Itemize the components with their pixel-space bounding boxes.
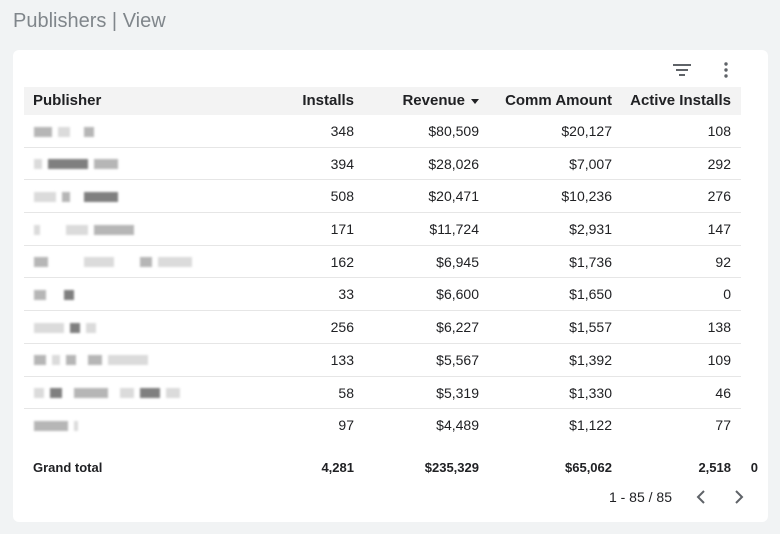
cell-revenue: $11,724 — [429, 221, 479, 238]
cell-comm-amount: $2,931 — [569, 221, 612, 238]
cell-comm-amount: $7,007 — [569, 155, 612, 172]
header-active-installs[interactable]: Active Installs — [630, 92, 731, 109]
grand-total-active-installs: 2,518 — [698, 460, 731, 475]
cell-active-installs: 138 — [707, 319, 731, 336]
header-installs[interactable]: Installs — [302, 92, 354, 109]
pagination-range: 1 - 85 / 85 — [608, 489, 672, 505]
table-toolbar — [670, 58, 738, 82]
cell-installs: 133 — [330, 351, 354, 368]
cell-comm-amount: $20,127 — [561, 123, 612, 139]
cell-installs: 33 — [338, 286, 354, 303]
cell-installs: 256 — [330, 319, 354, 336]
publisher-name-redacted — [34, 159, 118, 170]
cell-active-installs: 46 — [715, 384, 731, 401]
cell-revenue: $20,471 — [428, 188, 479, 205]
table-row: 133 $5,567 $1,392 109 — [24, 344, 741, 377]
cell-comm-amount: $10,236 — [561, 188, 612, 205]
cell-active-installs: 108 — [707, 123, 731, 139]
cell-comm-amount: $1,330 — [569, 384, 612, 401]
table-row: 394 $28,026 $7,007 292 — [24, 148, 741, 181]
header-publisher[interactable]: Publisher — [33, 92, 102, 109]
header-revenue[interactable]: Revenue — [402, 87, 479, 115]
grand-total-label: Grand total — [33, 460, 103, 475]
table-row: 162 $6,945 $1,736 92 — [24, 246, 741, 279]
cell-comm-amount: $1,557 — [569, 319, 612, 336]
publisher-name-redacted — [34, 126, 94, 137]
table-row: 33 $6,600 $1,650 0 — [24, 278, 741, 312]
publishers-table-card: Publisher Installs Revenue Comm Amount A… — [13, 50, 768, 522]
publisher-name-redacted — [34, 257, 192, 268]
chevron-left-icon[interactable] — [692, 488, 710, 506]
publisher-name-redacted — [34, 224, 134, 235]
cell-revenue: $6,600 — [436, 286, 479, 303]
header-comm-amount[interactable]: Comm Amount — [505, 92, 612, 109]
cell-revenue: $4,489 — [436, 417, 479, 434]
grand-total-extra: 0 — [750, 460, 758, 475]
table-row: 508 $20,471 $10,236 276 — [24, 180, 741, 214]
grand-total-revenue: $235,329 — [424, 460, 479, 475]
sort-desc-icon — [471, 99, 479, 104]
cell-installs: 162 — [330, 253, 354, 270]
cell-revenue: $5,567 — [436, 351, 479, 368]
publisher-name-redacted — [34, 388, 180, 399]
table-body: 348 $80,509 $20,127 108 394 $28,026 $7,0… — [24, 115, 741, 441]
publisher-name-redacted — [34, 289, 74, 300]
table-row: 97 $4,489 $1,122 77 — [24, 409, 741, 441]
cell-installs: 394 — [330, 155, 354, 172]
publisher-name-redacted — [34, 191, 118, 202]
publisher-name-redacted — [34, 420, 78, 431]
cell-active-installs: 292 — [707, 155, 731, 172]
more-vert-icon[interactable] — [714, 58, 738, 82]
cell-installs: 97 — [338, 417, 354, 434]
cell-installs: 508 — [330, 188, 354, 205]
cell-active-installs: 109 — [707, 351, 731, 368]
cell-revenue: $80,509 — [428, 123, 479, 139]
cell-active-installs: 92 — [715, 253, 731, 270]
grand-total-row: Grand total 4,281 $235,329 $65,062 2,518… — [24, 455, 758, 481]
grand-total-comm-amount: $65,062 — [565, 460, 612, 475]
table-row: 348 $80,509 $20,127 108 — [24, 115, 741, 148]
table-row: 171 $11,724 $2,931 147 — [24, 213, 741, 246]
pagination: 1 - 85 / 85 — [609, 488, 748, 506]
cell-revenue: $28,026 — [428, 155, 479, 172]
cell-active-installs: 0 — [723, 286, 731, 303]
cell-comm-amount: $1,736 — [569, 253, 612, 270]
publisher-name-redacted — [34, 322, 96, 333]
page-title: Publishers | View — [13, 10, 166, 32]
cell-revenue: $6,227 — [436, 319, 479, 336]
filter-icon[interactable] — [670, 58, 694, 82]
publishers-table: Publisher Installs Revenue Comm Amount A… — [24, 87, 741, 441]
cell-installs: 171 — [330, 221, 354, 238]
cell-comm-amount: $1,650 — [569, 286, 612, 303]
table-header: Publisher Installs Revenue Comm Amount A… — [24, 87, 741, 115]
header-revenue-label: Revenue — [402, 92, 465, 109]
cell-revenue: $5,319 — [436, 384, 479, 401]
grand-total-installs: 4,281 — [321, 460, 354, 475]
chevron-right-icon[interactable] — [730, 488, 748, 506]
table-row: 256 $6,227 $1,557 138 — [24, 311, 741, 344]
cell-active-installs: 77 — [715, 417, 731, 434]
table-row: 58 $5,319 $1,330 46 — [24, 377, 741, 410]
cell-active-installs: 276 — [707, 188, 731, 205]
cell-comm-amount: $1,392 — [569, 351, 612, 368]
cell-installs: 348 — [330, 123, 354, 139]
publisher-name-redacted — [34, 355, 148, 366]
cell-comm-amount: $1,122 — [569, 417, 612, 434]
cell-installs: 58 — [338, 384, 354, 401]
cell-revenue: $6,945 — [436, 253, 479, 270]
cell-active-installs: 147 — [707, 221, 731, 238]
